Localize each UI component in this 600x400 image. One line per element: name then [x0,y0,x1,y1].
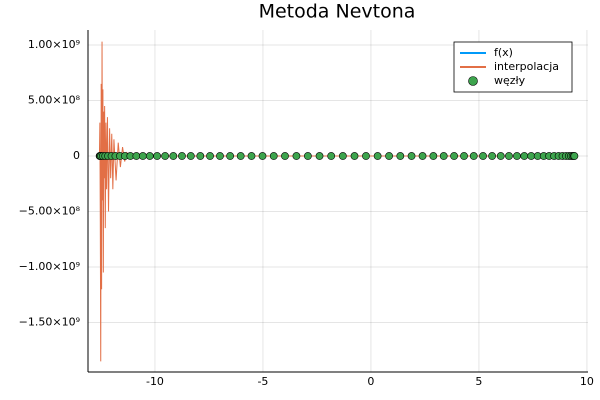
node-point [439,152,448,160]
node-point [145,152,154,160]
y-tick-label: −1.00×10⁹ [19,260,80,273]
node-point [488,152,497,160]
node-point [460,152,468,160]
node-point [258,152,267,160]
legend-label: węzły [494,74,526,87]
legend-label: f(x) [494,46,513,59]
node-point [216,152,224,160]
node-point [338,152,347,160]
node-point [513,152,521,160]
node-point [132,152,141,160]
node-point [385,152,393,160]
node-point [315,152,324,160]
legend-marker [468,76,478,86]
node-point [236,152,245,160]
node-point [418,152,427,160]
y-tick-label: −5.00×10⁸ [19,204,81,217]
node-point [429,152,438,160]
node-point [450,152,458,160]
node-point [169,152,178,160]
node-point [496,152,505,160]
node-point [527,152,536,160]
node-point [350,152,359,160]
node-point [479,152,487,160]
node-point [570,152,579,160]
node-point [281,152,289,160]
node-point [303,152,312,160]
node-point [269,152,278,160]
node-point [138,152,147,160]
y-tick-label: 1.00×10⁹ [28,38,80,51]
x-tick-label: 10 [580,375,594,388]
node-point [505,152,513,160]
y-tick-label: 0 [73,149,80,162]
node-point [520,152,529,160]
node-point [292,152,301,160]
node-point [469,152,478,160]
x-tick-label: 0 [367,375,374,388]
node-point [226,152,235,160]
x-tick-label: -5 [257,375,268,388]
x-tick-label: -10 [146,375,164,388]
node-point [186,152,195,160]
chart-title: Metoda Nevtona [259,1,416,23]
node-point [206,152,214,160]
legend-label: interpolacja [494,60,559,73]
y-tick-label: 5.00×10⁸ [28,93,81,106]
node-point [178,152,186,160]
y-tick-label: −1.50×10⁹ [19,315,80,328]
node-point [161,152,170,160]
node-point [196,152,205,160]
node-point [327,152,336,160]
node-point [247,152,256,160]
x-tick-label: 5 [475,375,482,388]
node-point [153,152,162,160]
node-point [407,152,416,160]
node-point [396,152,405,160]
node-point [373,152,382,160]
node-point [362,152,370,160]
